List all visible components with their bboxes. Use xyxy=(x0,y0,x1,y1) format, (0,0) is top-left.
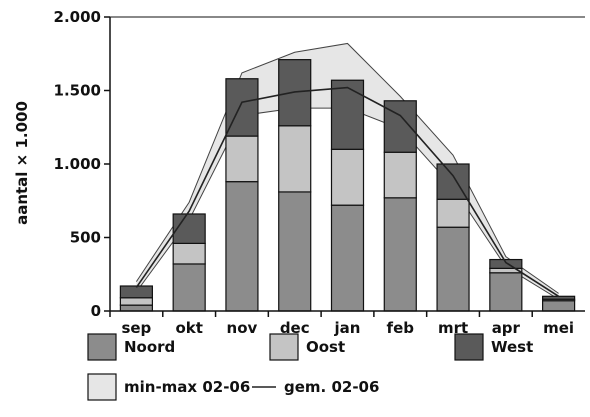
bar-noord-jan xyxy=(332,205,364,311)
legend-label-oost: Oost xyxy=(306,338,345,356)
x-tick-label: mei xyxy=(543,319,574,337)
bar-noord-dec xyxy=(279,192,311,311)
legend-swatch-oost xyxy=(270,334,298,360)
y-tick-label: 1.000 xyxy=(54,155,101,173)
x-tick-label: okt xyxy=(175,319,202,337)
bar-noord-apr xyxy=(490,273,522,311)
bar-noord-mei xyxy=(543,301,575,311)
bar-west-mei xyxy=(543,296,575,299)
bar-oost-dec xyxy=(279,126,311,192)
y-tick-label: 0 xyxy=(91,302,101,320)
y-tick-label: 1.500 xyxy=(54,82,101,100)
bar-west-apr xyxy=(490,260,522,269)
x-tick-label: feb xyxy=(387,319,415,337)
bar-oost-feb xyxy=(384,152,416,198)
bar-oost-nov xyxy=(226,136,258,182)
bar-noord-mrt xyxy=(437,227,469,311)
bar-oost-jan xyxy=(332,149,364,205)
bar-noord-sep xyxy=(120,305,152,311)
legend-swatch-min-max-02-06 xyxy=(88,374,116,400)
bars-layer xyxy=(120,60,574,311)
x-tick-label: jan xyxy=(334,319,361,337)
legend-label-gem-02-06: gem. 02-06 xyxy=(284,378,379,396)
bar-oost-okt xyxy=(173,243,205,264)
bar-west-okt xyxy=(173,214,205,243)
legend: Noord Oost West min-max 02-06 gem. 02-06 xyxy=(88,334,533,400)
y-tick-label: 500 xyxy=(70,229,101,247)
legend-label-min-max-02-06: min-max 02-06 xyxy=(124,378,250,396)
x-tick-label: nov xyxy=(227,319,258,337)
bar-oost-sep xyxy=(120,298,152,305)
bar-noord-okt xyxy=(173,264,205,311)
x-tick-label: sep xyxy=(121,319,151,337)
legend-swatch-west xyxy=(455,334,483,360)
legend-swatch-noord xyxy=(88,334,116,360)
bar-west-jan xyxy=(332,80,364,149)
bar-west-feb xyxy=(384,101,416,152)
bar-noord-nov xyxy=(226,182,258,311)
legend-label-west: West xyxy=(491,338,533,356)
bar-noord-feb xyxy=(384,198,416,311)
x-tick-label: apr xyxy=(492,319,521,337)
bar-oost-mrt xyxy=(437,199,469,227)
legend-label-noord: Noord xyxy=(124,338,175,356)
bar-west-nov xyxy=(226,79,258,136)
y-axis-label: aantal × 1.000 xyxy=(13,101,31,225)
y-tick-label: 2.000 xyxy=(54,8,101,26)
bar-west-sep xyxy=(120,286,152,298)
